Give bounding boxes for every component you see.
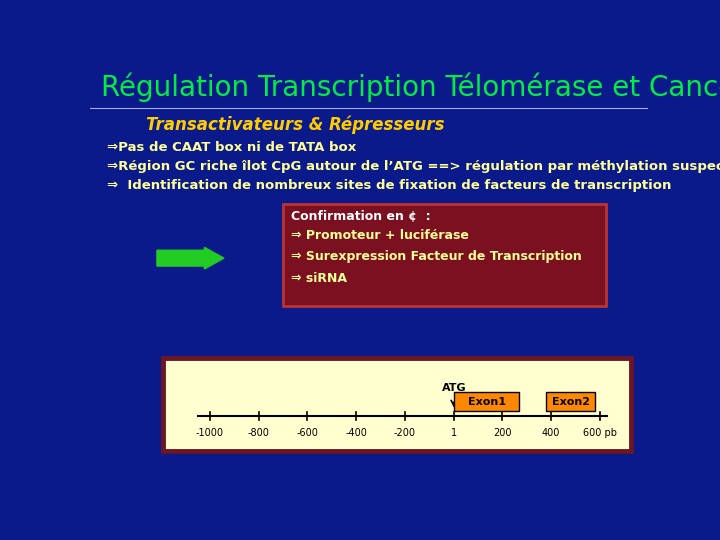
Text: 1: 1: [451, 428, 457, 437]
Bar: [546, 392, 595, 411]
FancyBboxPatch shape: [282, 204, 606, 306]
FancyArrow shape: [157, 247, 224, 269]
Text: -400: -400: [345, 428, 367, 437]
Text: -600: -600: [297, 428, 318, 437]
Text: 600 pb: 600 pb: [583, 428, 617, 437]
Text: Confirmation en ¢  :: Confirmation en ¢ :: [291, 210, 431, 223]
Text: Régulation Transcription Télomérase et Cancer: Régulation Transcription Télomérase et C…: [101, 73, 720, 103]
Text: Transactivateurs & Répresseurs: Transactivateurs & Répresseurs: [145, 116, 444, 134]
Text: -200: -200: [394, 428, 416, 437]
Text: 400: 400: [542, 428, 560, 437]
Text: 200: 200: [493, 428, 512, 437]
Text: ⇒ siRNA: ⇒ siRNA: [291, 272, 347, 285]
Text: -1000: -1000: [196, 428, 224, 437]
Text: ⇒Région GC riche îlot CpG autour de l’ATG ==> régulation par méthylation suspect: ⇒Région GC riche îlot CpG autour de l’AT…: [107, 160, 720, 173]
Text: ⇒ Promoteur + luciférase: ⇒ Promoteur + luciférase: [291, 229, 469, 242]
Text: Exon2: Exon2: [552, 396, 590, 407]
Text: Exon1: Exon1: [468, 396, 505, 407]
FancyBboxPatch shape: [163, 358, 631, 451]
Text: ⇒ Surexpression Facteur de Transcription: ⇒ Surexpression Facteur de Transcription: [291, 251, 582, 264]
Text: ⇒Pas de CAAT box ni de TATA box: ⇒Pas de CAAT box ni de TATA box: [107, 141, 356, 154]
Text: -800: -800: [248, 428, 269, 437]
Text: ATG: ATG: [441, 383, 467, 393]
Text: ⇒  Identification de nombreux sites de fixation de facteurs de transcription: ⇒ Identification de nombreux sites de fi…: [107, 179, 671, 192]
Bar: [454, 392, 519, 411]
